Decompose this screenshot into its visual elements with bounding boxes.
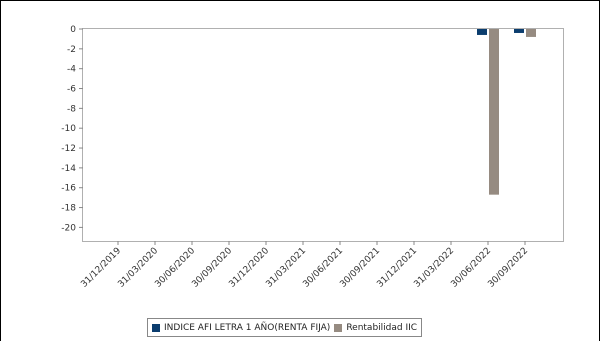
y-tick-label: -20	[61, 223, 76, 233]
legend-swatch-indice	[152, 323, 160, 332]
y-tick-label: 0	[70, 25, 76, 35]
y-tick-label: -12	[61, 144, 76, 154]
legend-label-indice: INDICE AFI LETRA 1 AÑO(RENTA FIJA)	[164, 322, 331, 333]
legend-item-rentabilidad: Rentabilidad IIC	[334, 323, 417, 333]
y-tick-label: -8	[67, 104, 76, 114]
x-axis: 31/12/201931/03/202030/06/202030/09/2020…	[79, 241, 530, 290]
y-tick-label: -6	[67, 85, 76, 95]
bar-indice-11	[514, 29, 524, 33]
legend: INDICE AFI LETRA 1 AÑO(RENTA FIJA) Renta…	[147, 318, 423, 337]
legend-label-rentabilidad: Rentabilidad IIC	[346, 322, 418, 333]
bar-rentabilidad-10	[489, 29, 499, 195]
y-tick-label: -16	[61, 184, 76, 194]
y-tick-label: -10	[61, 124, 76, 134]
y-tick-label: -18	[61, 204, 76, 214]
y-tick-label: -2	[67, 45, 76, 55]
bars	[477, 29, 536, 195]
bar-rentabilidad-11	[526, 29, 536, 37]
plot-area	[82, 28, 564, 242]
y-tick-label: -14	[61, 164, 76, 174]
y-tick-label: -4	[67, 65, 76, 75]
legend-item-indice: INDICE AFI LETRA 1 AÑO(RENTA FIJA)	[152, 323, 330, 333]
y-axis: 0 -2 -4 -6 -8 -10 -12 -14 -16 -18 -20	[61, 25, 83, 233]
bar-indice-10	[477, 29, 487, 35]
x-tick-label: 30/09/2022	[486, 246, 530, 290]
legend-swatch-rentabilidad	[334, 323, 343, 332]
